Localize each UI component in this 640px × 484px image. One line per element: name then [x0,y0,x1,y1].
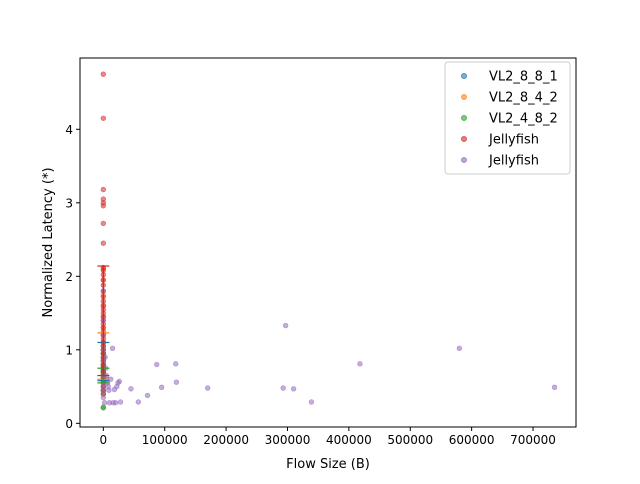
data-point-series-3 [100,203,107,209]
x-tick-label: 200000 [203,433,249,447]
data-point-series-4 [101,400,108,406]
data-point-series-4 [551,384,558,391]
x-tick-label: 100000 [142,433,188,447]
data-point-series-3 [100,115,107,121]
data-point-series-4 [109,345,116,352]
x-tick-label: 400000 [326,433,372,447]
data-point-series-4 [308,399,315,405]
data-point-series-3 [100,186,107,193]
data-point-series-4 [154,361,160,368]
x-axis: 0 100000 200000 300000 400000 500000 600000 700… [100,427,556,447]
errorbar-layer [97,265,110,384]
data-point-series-4 [282,322,289,329]
legend-label-series-1: VL2_8_4_2 [489,91,558,106]
data-point-series-4 [100,394,107,401]
x-tick-label: 500000 [387,433,433,447]
data-point-series-4 [117,399,124,405]
x-tick-label: 300000 [265,433,311,447]
data-point-series-4 [290,386,297,392]
legend-label-series-0: VL2_8_8_1 [489,70,558,85]
data-point-series-4 [112,400,119,406]
legend-marker-series-3 [461,136,467,142]
data-point-series-4 [106,387,112,393]
legend-marker-series-0 [461,73,467,79]
legend-marker-series-1 [461,94,467,100]
data-point-series-4 [456,345,463,352]
data-point-series-4 [128,386,134,392]
data-point-series-3 [100,71,107,77]
x-tick-label: 0 [100,433,108,447]
data-point-series-4 [100,387,107,393]
data-point-series-4 [116,378,122,385]
data-point-series-4 [158,384,165,391]
legend-label-series-3: Jellyfish [488,133,539,148]
y-axis-label: Normalized Latency (*) [41,167,56,317]
legend: VL2_8_8_1 VL2_8_4_2 VL2_4_8_2 Jellyfish Jell… [444,61,571,175]
data-point-series-4 [357,361,363,367]
data-point-series-2 [100,404,107,410]
data-point-series-3 [100,220,107,227]
data-point-series-4 [280,385,286,391]
legend-marker-series-2 [461,115,467,121]
y-tick-label: 1 [65,343,73,357]
x-tick-label: 600000 [449,433,495,447]
data-point-series-4 [173,361,179,367]
data-point-series-4 [144,392,151,399]
plot-area-frame [79,57,577,428]
y-tick-label: 0 [65,417,73,431]
x-axis-label: Flow Size (B) [286,457,370,472]
y-tick-label: 2 [65,270,73,284]
x-tick-label: 700000 [510,433,556,447]
legend-marker-series-4 [461,157,467,163]
y-axis: 0 1 2 3 4 [65,123,80,431]
data-point-series-3 [100,240,107,246]
y-tick-label: 4 [65,123,73,137]
y-tick-label: 3 [65,196,73,210]
data-point-series-4 [173,379,180,385]
data-point-series-4 [135,399,142,405]
data-point-series-4 [204,385,211,391]
legend-label-series-2: VL2_4_8_2 [489,112,558,127]
points-layer [100,71,558,411]
legend-frame [444,61,571,175]
legend-label-series-4: Jellyfish [488,154,539,169]
